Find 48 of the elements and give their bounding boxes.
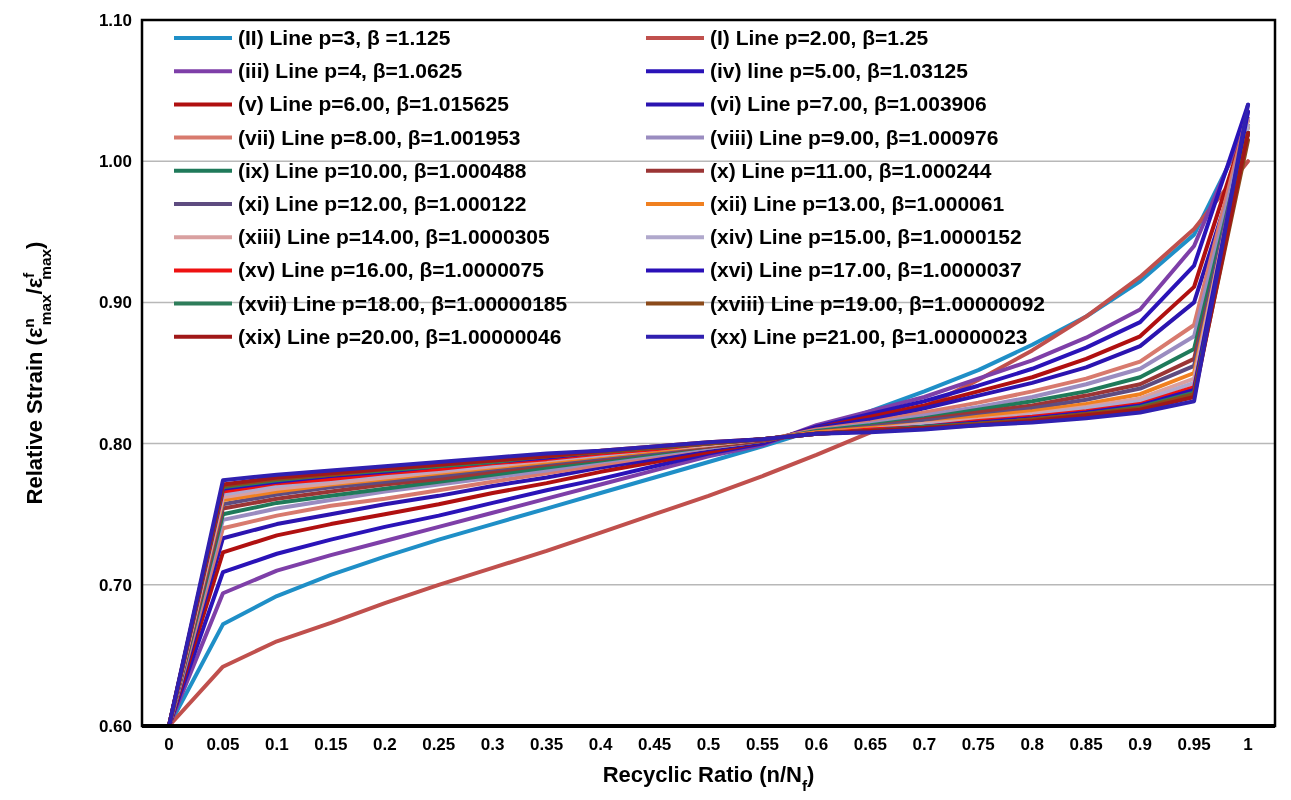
- y-tick-label: 0.60: [98, 717, 132, 736]
- legend-label: (vii) Line p=8.00, β=1.001953: [238, 125, 521, 149]
- legend-label: (xiv) Line p=15.00, β=1.0000152: [710, 225, 1022, 249]
- x-tick-label: 0.9: [1128, 735, 1152, 754]
- legend-label: (vi) Line p=7.00, β=1.003906: [710, 92, 987, 116]
- x-tick-label: 0.65: [853, 735, 887, 754]
- x-tick-label: 0.6: [804, 735, 829, 754]
- x-tick-label: 0.45: [638, 735, 672, 754]
- legend-label: (iii) Line p=4, β=1.0625: [238, 59, 463, 83]
- legend-label: (xx) Line p=21.00, β=1.00000023: [710, 324, 1028, 348]
- legend-label: (xii) Line p=13.00, β=1.000061: [710, 192, 1005, 215]
- legend-label: (xix) Line p=20.00, β=1.00000046: [238, 324, 562, 348]
- x-tick-label: 0.55: [745, 735, 779, 754]
- y-tick-label: 1.00: [98, 152, 132, 172]
- x-tick-label: 0.1: [265, 735, 289, 754]
- x-tick-label: 0.35: [530, 735, 564, 754]
- legend-label: (xi) Line p=12.00, β=1.000122: [238, 192, 527, 215]
- legend-label: (xviii) Line p=19.00, β=1.00000092: [710, 291, 1046, 315]
- legend-label: (ix) Line p=10.00, β=1.000488: [238, 158, 527, 182]
- x-tick-label: 0: [164, 735, 174, 754]
- x-axis-title: Recyclic Ratio (n/N$_{f}$): [602, 762, 815, 794]
- legend-label: (I) Line p=2.00, β=1.25: [710, 26, 929, 49]
- legend-label: (x) Line p=11.00, β=1.000244: [710, 158, 992, 182]
- legend-label: (xiii) Line p=14.00, β=1.0000305: [238, 225, 550, 249]
- legend-label: (iv) line p=5.00, β=1.03125: [710, 59, 969, 83]
- x-tick-label: 0.2: [372, 735, 397, 754]
- x-tick-label: 0.85: [1069, 735, 1103, 754]
- x-tick-label: 0.75: [961, 735, 995, 754]
- x-tick-label: 0.8: [1020, 735, 1045, 754]
- legend-label: (xvi) Line p=17.00, β=1.0000037: [710, 258, 1022, 282]
- y-tick-label: 0.80: [98, 434, 132, 454]
- legend-label: (xv) Line p=16.00, β=1.0000075: [238, 258, 545, 282]
- y-tick-label: 1.10: [98, 11, 132, 30]
- legend-label: (v) Line p=6.00, β=1.015625: [238, 92, 510, 116]
- x-tick-label: 1: [1243, 735, 1253, 754]
- y-tick-label: 0.70: [98, 575, 132, 595]
- x-tick-label: 0.7: [912, 735, 937, 754]
- x-tick-label: 0.3: [480, 735, 505, 754]
- x-tick-label: 0.5: [696, 735, 721, 754]
- x-tick-label: 0.05: [206, 735, 240, 754]
- legend-label: (II) Line p=3, β =1.125: [238, 26, 451, 49]
- x-tick-label: 0.15: [314, 735, 348, 754]
- y-tick-label: 0.90: [98, 293, 132, 313]
- legend-label: (xvii) Line p=18.00, β=1.00000185: [238, 291, 568, 315]
- x-tick-label: 0.4: [588, 735, 613, 754]
- x-tick-label: 0.95: [1177, 735, 1211, 754]
- legend-label: (viii) Line p=9.00, β=1.000976: [710, 125, 999, 149]
- x-tick-label: 0.25: [422, 735, 456, 754]
